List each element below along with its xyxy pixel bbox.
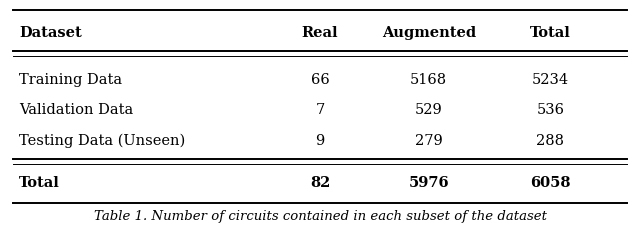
Text: Table 1. Number of circuits contained in each subset of the dataset: Table 1. Number of circuits contained in…: [93, 210, 547, 223]
Text: Real: Real: [301, 26, 339, 40]
Text: 279: 279: [415, 134, 443, 148]
Text: 5234: 5234: [532, 73, 569, 87]
Text: Testing Data (Unseen): Testing Data (Unseen): [19, 133, 186, 148]
Text: 5168: 5168: [410, 73, 447, 87]
Text: 536: 536: [536, 103, 564, 117]
Text: 66: 66: [310, 73, 330, 87]
Text: Augmented: Augmented: [381, 26, 476, 40]
Text: 5976: 5976: [408, 176, 449, 190]
Text: 288: 288: [536, 134, 564, 148]
Text: Total: Total: [530, 26, 571, 40]
Text: Dataset: Dataset: [19, 26, 82, 40]
Text: 6058: 6058: [530, 176, 571, 190]
Text: 7: 7: [316, 103, 324, 117]
Text: 529: 529: [415, 103, 443, 117]
Text: Total: Total: [19, 176, 60, 190]
Text: Training Data: Training Data: [19, 73, 122, 87]
Text: 9: 9: [316, 134, 324, 148]
Text: Validation Data: Validation Data: [19, 103, 134, 117]
Text: 82: 82: [310, 176, 330, 190]
